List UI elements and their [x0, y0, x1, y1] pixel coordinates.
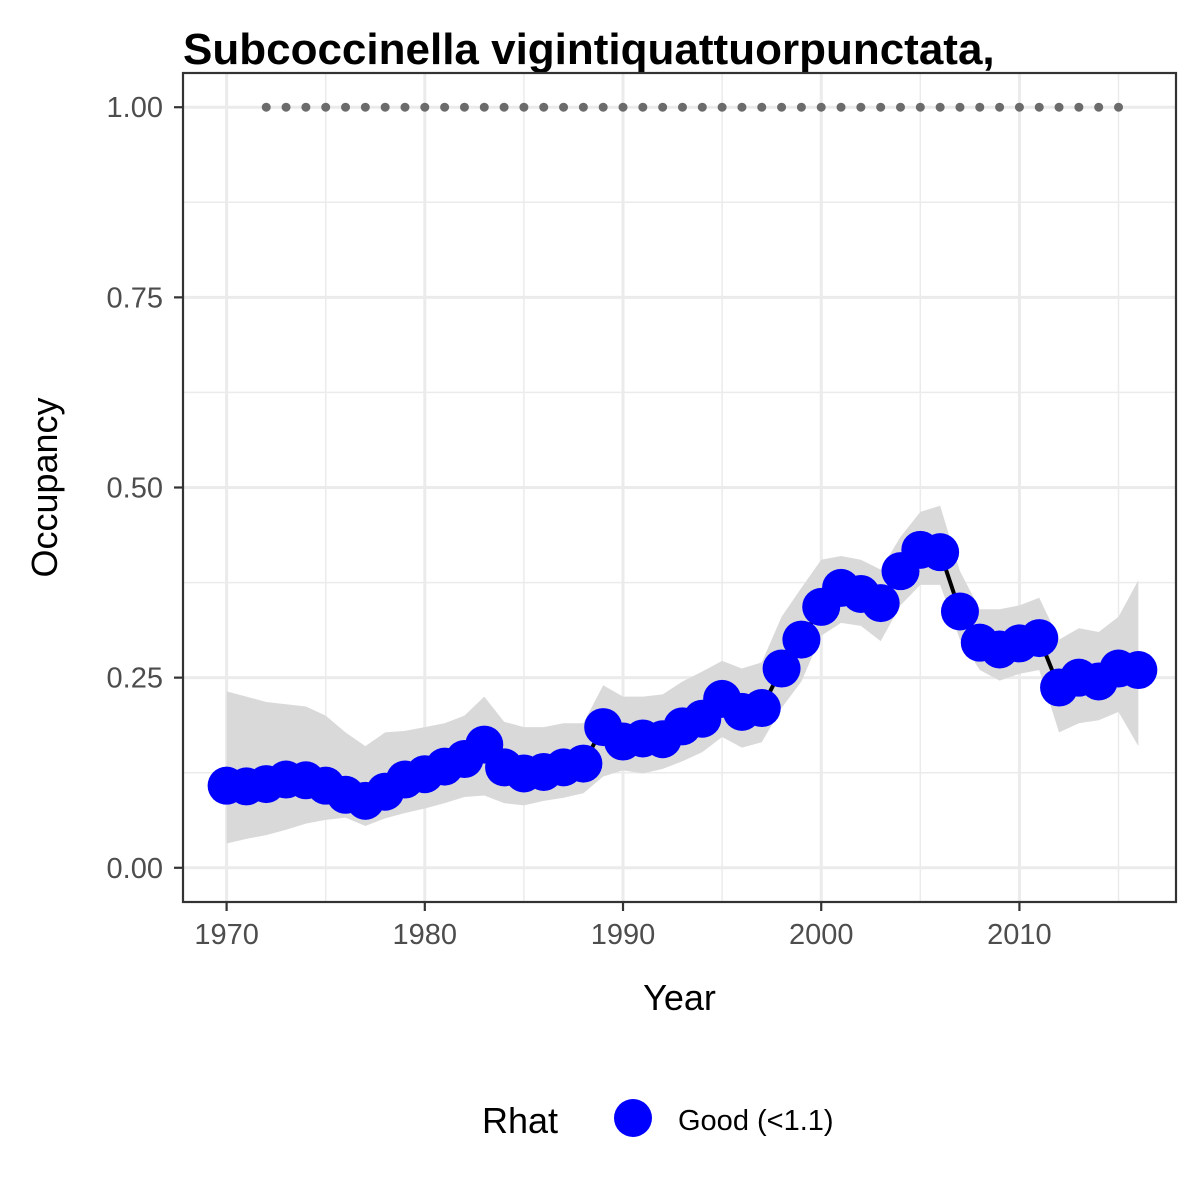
record-year-dot [1034, 102, 1044, 112]
record-year-dot [697, 102, 707, 112]
record-year-dot [638, 102, 648, 112]
record-year-dot [717, 102, 727, 112]
chart-title: Subcoccinella vigintiquattuorpunctata, [183, 25, 995, 74]
record-year-dot [301, 102, 311, 112]
occupancy-point [564, 744, 603, 783]
occupancy-point [940, 592, 979, 631]
x-tick-label: 1990 [591, 919, 656, 951]
record-year-dot [420, 102, 430, 112]
record-year-dot [479, 102, 489, 112]
x-axis-title: Year [643, 977, 716, 1018]
record-year-dot [757, 102, 767, 112]
y-tick-label: 0.00 [107, 853, 163, 885]
record-year-dot [380, 102, 390, 112]
x-tick-label: 2000 [789, 919, 854, 951]
record-year-dot [975, 102, 985, 112]
record-year-dot [1094, 102, 1104, 112]
record-year-dot [578, 102, 588, 112]
record-year-dot [737, 102, 747, 112]
y-tick-label: 1.00 [107, 92, 163, 124]
record-year-dot [618, 102, 628, 112]
record-year-dot [1074, 102, 1084, 112]
occupancy-point [861, 584, 900, 623]
legend-title: Rhat [482, 1100, 558, 1141]
record-year-dot [281, 102, 291, 112]
axis-layer: 1970 1980 1990 2000 2010 0.00 0.25 0.50 0.75 1.00 [107, 92, 1052, 951]
x-tick-label: 2010 [987, 919, 1052, 951]
record-year-dot [677, 102, 687, 112]
occupancy-point [782, 620, 821, 659]
occupancy-point [742, 689, 781, 728]
legend-key-point [614, 1099, 652, 1137]
record-year-dot [796, 102, 806, 112]
record-year-dot [658, 102, 668, 112]
legend-label: Good (<1.1) [678, 1105, 834, 1137]
record-year-dot [876, 102, 886, 112]
x-tick-label: 1970 [194, 919, 259, 951]
y-tick-label: 0.25 [107, 663, 163, 695]
record-year-dot [816, 102, 826, 112]
y-axis-title: Occupancy [24, 397, 65, 577]
legend: Rhat Good (<1.1) [482, 1099, 834, 1141]
record-year-dot [935, 102, 945, 112]
record-year-dot [1054, 102, 1064, 112]
record-year-dot [995, 102, 1005, 112]
record-year-dot [459, 102, 469, 112]
points-layer [207, 530, 1158, 820]
record-year-dot [519, 102, 529, 112]
record-year-dot [955, 102, 965, 112]
record-year-dot [559, 102, 569, 112]
record-year-dot [1114, 102, 1124, 112]
y-tick-label: 0.75 [107, 282, 163, 314]
record-year-dot [1014, 102, 1024, 112]
record-year-dot [321, 102, 331, 112]
record-year-dot [539, 102, 549, 112]
record-year-dot [499, 102, 509, 112]
occupancy-point [1020, 619, 1059, 658]
record-year-dot [440, 102, 450, 112]
record-year-dot [360, 102, 370, 112]
records-layer [261, 102, 1124, 112]
record-year-dot [261, 102, 271, 112]
record-year-dot [400, 102, 410, 112]
record-year-dot [836, 102, 846, 112]
occupancy-point [762, 649, 801, 688]
record-year-dot [598, 102, 608, 112]
record-year-dot [856, 102, 866, 112]
record-year-dot [915, 102, 925, 112]
record-year-dot [777, 102, 787, 112]
y-tick-label: 0.50 [107, 473, 163, 505]
occupancy-point [921, 533, 960, 572]
record-year-dot [895, 102, 905, 112]
record-year-dot [341, 102, 351, 112]
x-tick-label: 1980 [393, 919, 458, 951]
occupancy-point [1119, 651, 1158, 690]
